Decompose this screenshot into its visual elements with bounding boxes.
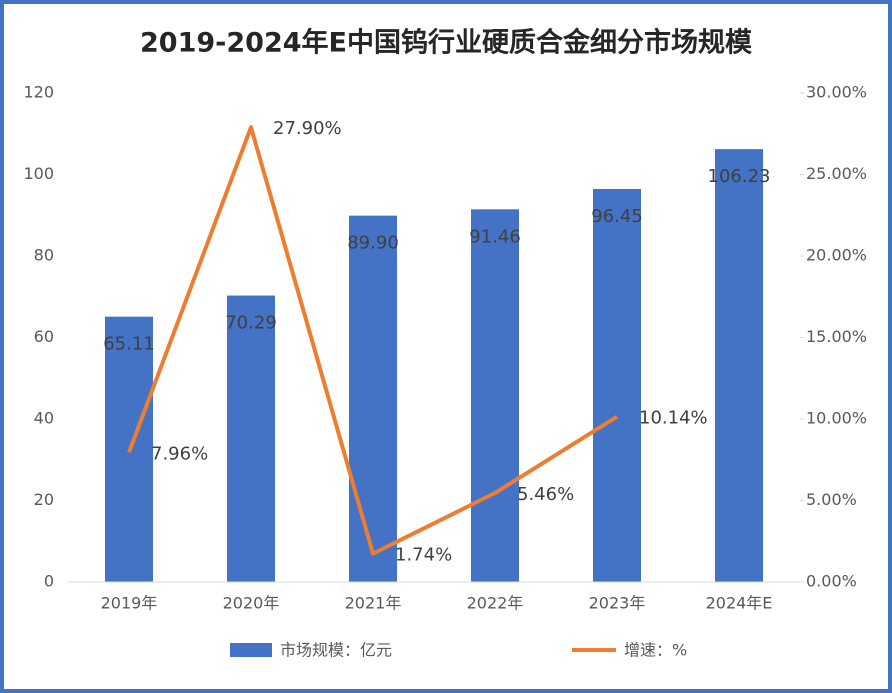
y-tick-label: 100 [23, 164, 54, 183]
bar [593, 188, 641, 582]
data-label: 10.14% [639, 408, 708, 429]
y-tick-label: 20 [34, 490, 54, 509]
y2-tick-label: 15.00% [806, 327, 867, 346]
legend-swatch [230, 643, 272, 657]
x-tick-label: 2019年 [101, 594, 158, 613]
y2-tick-label: 25.00% [806, 164, 867, 183]
x-tick-label: 2021年 [345, 594, 402, 613]
y-tick-label: 80 [34, 246, 54, 265]
y-tick-label: 60 [34, 327, 54, 346]
data-label: 1.74% [395, 545, 452, 566]
data-label: 91.46 [469, 226, 521, 247]
data-label: 65.11 [103, 334, 155, 355]
data-label: 70.29 [225, 313, 277, 334]
y2-tick-label: 20.00% [806, 246, 867, 265]
x-tick-label: 2023年 [589, 594, 646, 613]
data-label: 27.90% [273, 118, 342, 139]
y2-tick-label: 5.00% [806, 490, 857, 509]
x-tick-label: 2020年 [223, 594, 280, 613]
y-tick-label: 0 [44, 572, 54, 591]
x-tick-label: 2022年 [467, 594, 524, 613]
y2-tick-label: 10.00% [806, 409, 867, 428]
data-label: 106.23 [708, 166, 771, 187]
chart-title: 2019-2024年E中国钨行业硬质合金细分市场规模 [140, 27, 752, 59]
y2-tick-label: 0.00% [806, 572, 857, 591]
data-label: 96.45 [591, 206, 643, 227]
y-tick-label: 120 [23, 83, 54, 102]
bar [349, 215, 397, 582]
x-tick-label: 2024年E [706, 594, 773, 613]
data-label: 5.46% [517, 484, 574, 505]
line [127, 125, 619, 556]
bar [715, 149, 763, 583]
bar [471, 209, 519, 582]
legend-label: 市场规模：亿元 [280, 641, 392, 660]
legend-label: 增速：% [624, 641, 687, 660]
y2-tick-label: 30.00% [806, 83, 867, 102]
data-label: 7.96% [151, 443, 208, 464]
data-label: 89.90 [347, 233, 399, 254]
y-tick-label: 40 [34, 409, 54, 428]
bar [227, 295, 275, 582]
